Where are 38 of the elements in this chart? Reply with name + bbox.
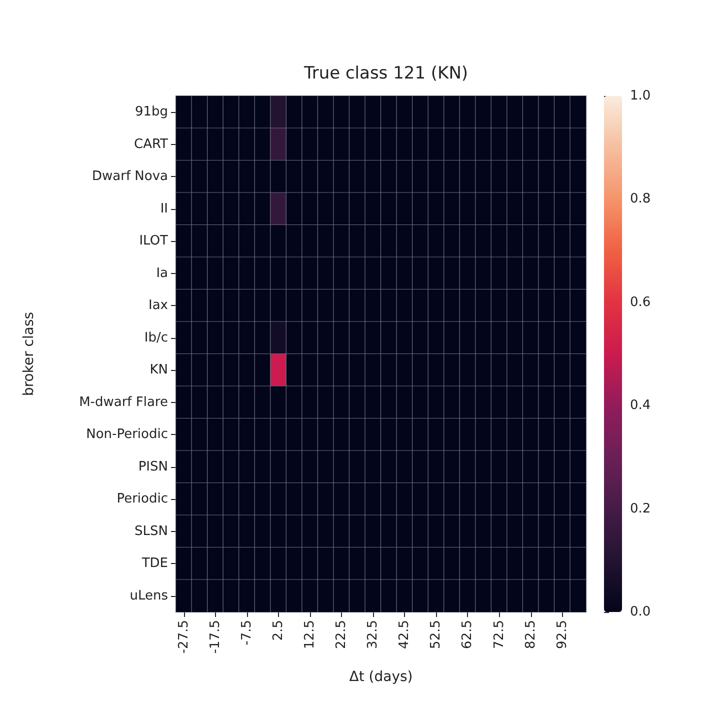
x-tick-label: -17.5 — [208, 620, 223, 654]
x-axis-title: Δt (days) — [349, 669, 413, 685]
x-tick-label: -7.5 — [239, 620, 254, 646]
y-tick-label: Iax — [148, 298, 168, 314]
y-tick-label: PISN — [138, 459, 168, 474]
x-tick-label: 22.5 — [334, 620, 350, 649]
x-tick-label: 82.5 — [523, 620, 538, 649]
x-tick-label: 72.5 — [492, 620, 507, 649]
y-tick-label: Ib/c — [144, 330, 168, 346]
x-tick-label: -27.5 — [176, 620, 192, 654]
color-bar-label: 0.8 — [630, 192, 651, 207]
x-tick-label: 62.5 — [460, 620, 476, 649]
y-tick-label: 91bg — [134, 104, 168, 120]
color-bar-label: 0.2 — [630, 501, 651, 516]
y-tick-label: Dwarf Nova — [92, 169, 168, 184]
chart-title: True class 121 (KN) — [302, 64, 468, 84]
x-tick-label: 2.5 — [271, 620, 286, 641]
y-tick-label: ILOT — [139, 234, 168, 249]
color-bar-label: 0.6 — [630, 294, 651, 310]
y-tick-label: TDE — [140, 556, 168, 572]
y-tick-label: KN — [150, 362, 168, 378]
y-axis-title: broker class — [21, 312, 37, 396]
y-tick-label: SLSN — [134, 524, 168, 539]
y-tick-label: II — [160, 201, 168, 216]
x-tick-label: 92.5 — [554, 620, 570, 649]
y-tick-label: uLens — [130, 588, 168, 604]
x-tick-label: 42.5 — [397, 620, 412, 649]
x-tick-label: 32.5 — [366, 620, 381, 649]
y-tick-label: Periodic — [116, 492, 168, 507]
y-tick-label: Non-Periodic — [86, 427, 168, 442]
color-bar-label: 0.4 — [630, 398, 651, 414]
y-tick-label: M-dwarf Flare — [79, 394, 168, 410]
x-tick-label: 12.5 — [302, 620, 318, 649]
y-tick-label: Ia — [156, 266, 168, 281]
x-tick-label: 52.5 — [428, 620, 444, 649]
color-bar-label: 0.0 — [630, 604, 651, 620]
color-bar-label: 1.0 — [630, 88, 651, 104]
y-tick-label: CART — [134, 136, 168, 152]
